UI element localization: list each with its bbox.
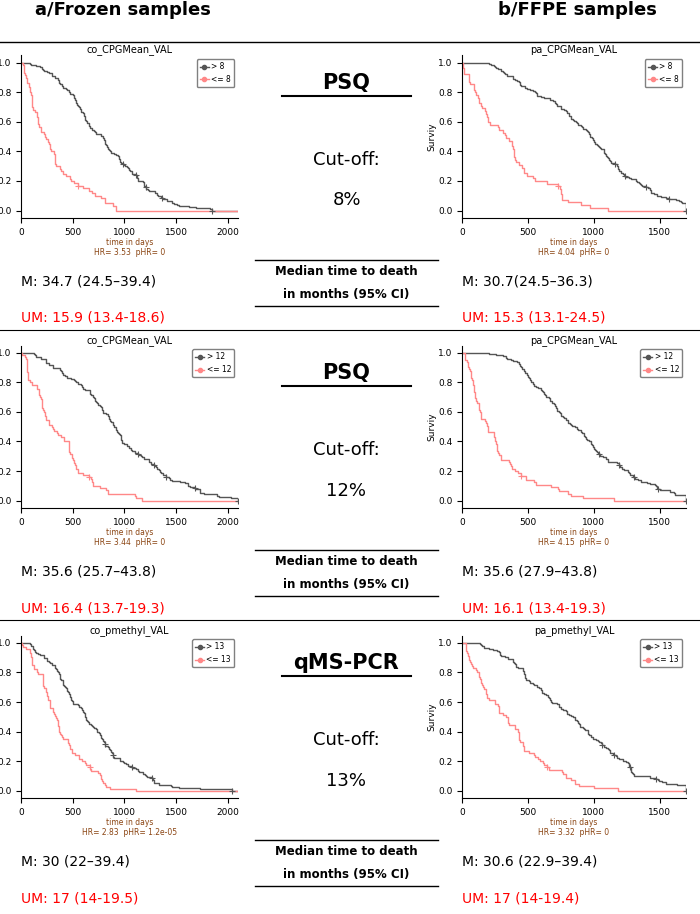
Legend: > 13, <= 13: > 13, <= 13 [640,640,682,667]
Title: co_pmethyl_VAL: co_pmethyl_VAL [90,624,169,635]
Y-axis label: Surviy: Surviy [428,412,437,441]
Text: M: 30.7(24.5–36.3): M: 30.7(24.5–36.3) [462,275,593,289]
Text: Cut-off:: Cut-off: [313,151,380,169]
Text: PSQ: PSQ [323,363,370,383]
Text: UM: 16.4 (13.7-19.3): UM: 16.4 (13.7-19.3) [21,601,164,615]
Text: Median time to death: Median time to death [275,555,418,569]
Text: UM: 15.9 (13.4-18.6): UM: 15.9 (13.4-18.6) [21,311,165,325]
Text: in months (95% CI): in months (95% CI) [284,288,409,302]
Y-axis label: Surviy: Surviy [428,122,437,151]
Text: 12%: 12% [326,482,367,500]
Text: Median time to death: Median time to death [275,265,418,278]
Title: pa_pmethyl_VAL: pa_pmethyl_VAL [533,624,615,635]
Text: 13%: 13% [326,771,367,790]
Text: M: 35.6 (27.9–43.8): M: 35.6 (27.9–43.8) [462,565,597,579]
Y-axis label: Surviy: Surviy [428,703,437,731]
X-axis label: time in days
HR= 2.83  pHR= 1.2e-05: time in days HR= 2.83 pHR= 1.2e-05 [82,818,177,837]
Legend: > 13, <= 13: > 13, <= 13 [192,640,234,667]
Legend: > 12, <= 12: > 12, <= 12 [192,349,234,377]
Text: qMS-PCR: qMS-PCR [293,654,400,674]
Text: 8%: 8% [332,192,360,209]
Title: pa_CPGMean_VAL: pa_CPGMean_VAL [531,45,617,56]
X-axis label: time in days
HR= 4.04  pHR= 0: time in days HR= 4.04 pHR= 0 [538,238,610,258]
Legend: > 8, <= 8: > 8, <= 8 [197,59,234,87]
Text: Cut-off:: Cut-off: [313,441,380,459]
Text: UM: 15.3 (13.1-24.5): UM: 15.3 (13.1-24.5) [462,311,606,325]
X-axis label: time in days
HR= 4.15  pHR= 0: time in days HR= 4.15 pHR= 0 [538,528,610,547]
X-axis label: time in days
HR= 3.53  pHR= 0: time in days HR= 3.53 pHR= 0 [94,238,165,258]
Text: UM: 16.1 (13.4-19.3): UM: 16.1 (13.4-19.3) [462,601,606,615]
Text: a/Frozen samples: a/Frozen samples [34,1,211,18]
X-axis label: time in days
HR= 3.44  pHR= 0: time in days HR= 3.44 pHR= 0 [94,528,165,547]
Text: Cut-off:: Cut-off: [313,731,380,749]
Text: UM: 17 (14-19.5): UM: 17 (14-19.5) [21,891,139,905]
Legend: > 8, <= 8: > 8, <= 8 [645,59,682,87]
Text: PSQ: PSQ [323,73,370,93]
Text: in months (95% CI): in months (95% CI) [284,579,409,591]
Legend: > 12, <= 12: > 12, <= 12 [640,349,682,377]
Text: M: 30 (22–39.4): M: 30 (22–39.4) [21,855,130,869]
X-axis label: time in days
HR= 3.32  pHR= 0: time in days HR= 3.32 pHR= 0 [538,818,610,837]
Text: in months (95% CI): in months (95% CI) [284,868,409,881]
Text: M: 35.6 (25.7–43.8): M: 35.6 (25.7–43.8) [21,565,156,579]
Title: co_CPGMean_VAL: co_CPGMean_VAL [86,45,173,56]
Text: b/FFPE samples: b/FFPE samples [498,1,657,18]
Text: M: 34.7 (24.5–39.4): M: 34.7 (24.5–39.4) [21,275,156,289]
Text: Median time to death: Median time to death [275,845,418,858]
Title: pa_CPGMean_VAL: pa_CPGMean_VAL [531,335,617,345]
Title: co_CPGMean_VAL: co_CPGMean_VAL [86,335,173,345]
Text: UM: 17 (14-19.4): UM: 17 (14-19.4) [462,891,580,905]
Text: M: 30.6 (22.9–39.4): M: 30.6 (22.9–39.4) [462,855,597,869]
